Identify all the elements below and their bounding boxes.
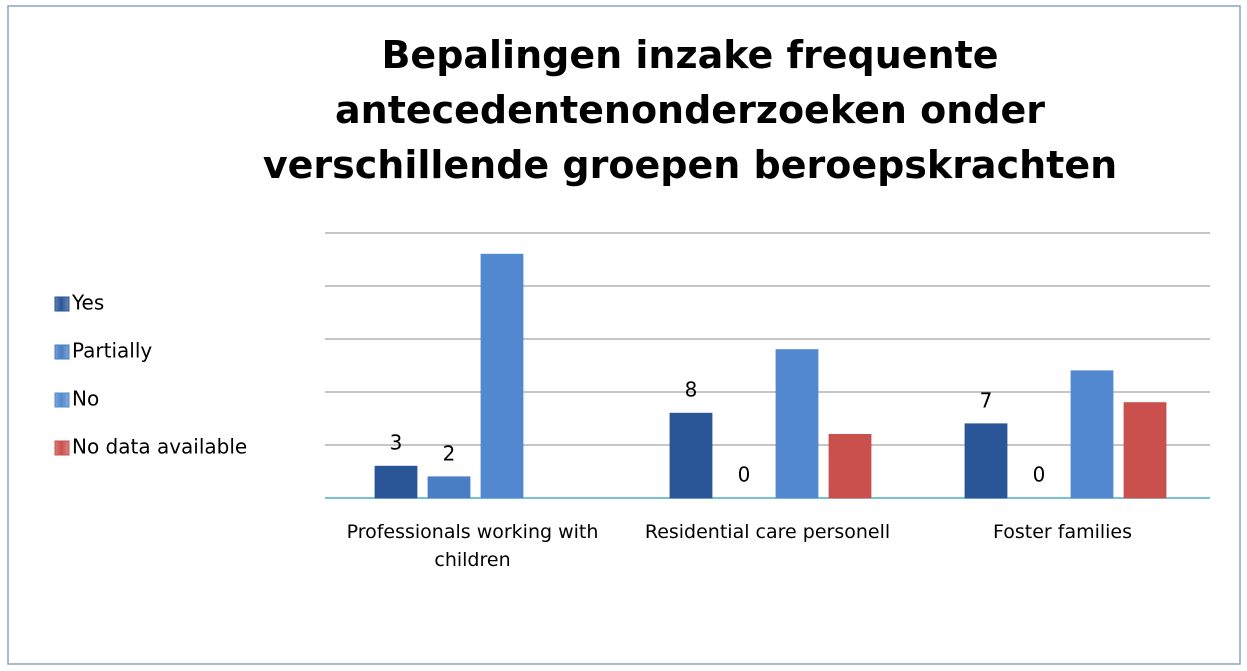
legend-label: No [72,387,99,411]
legend-label: No data available [72,435,247,459]
legend-label: Partially [72,339,152,363]
x-tick-label: Residential care personell [644,521,891,543]
data-label: 2 [443,441,456,465]
bar [828,433,872,499]
legend-swatch [54,344,70,360]
bar [1070,370,1114,499]
data-label: 7 [980,388,993,412]
legend-label: Yes [71,291,104,315]
legend-swatch [54,296,70,312]
bar [1123,402,1167,499]
bar [374,465,418,499]
bar [480,253,524,499]
data-label: 8 [685,378,698,402]
data-label: 3 [390,431,403,455]
x-tick-label: Professionals working with children [346,521,599,571]
legend-swatch [54,392,70,408]
data-label: 0 [738,463,751,487]
bar [427,476,471,499]
data-label: 0 [1033,463,1046,487]
bar [964,423,1008,499]
x-tick-label: Foster families [992,521,1133,543]
chart-title: Bepalingen inzake frequente antecedenten… [262,33,1118,187]
bar [775,349,819,499]
bar [669,412,713,499]
chart-border [7,5,1241,665]
legend-swatch [54,440,70,456]
